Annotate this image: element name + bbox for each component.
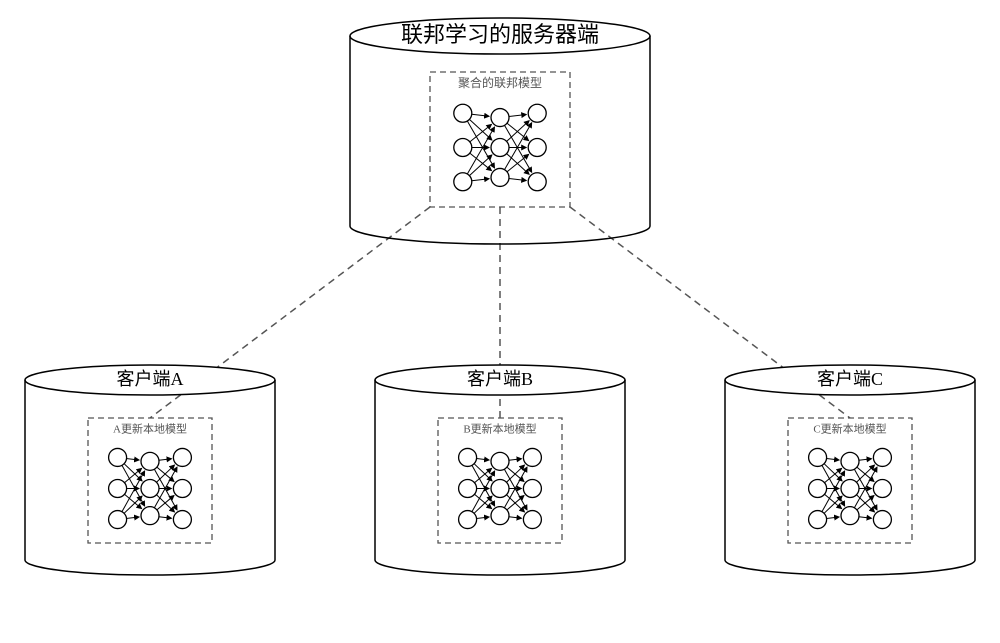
client-1-model-label: B更新本地模型 xyxy=(463,422,536,436)
client-0-model-label: A更新本地模型 xyxy=(113,422,187,436)
server-model-label: 聚合的联邦模型 xyxy=(458,75,542,90)
client-2-title: 客户端C xyxy=(817,369,883,389)
client-0-title: 客户端A xyxy=(117,369,184,389)
diagram-canvas: 联邦学习的服务器端聚合的联邦模型客户端A A更新本地模型 客户端B B更新本地模型 客户… xyxy=(0,0,1000,643)
server-title: 联邦学习的服务器端 xyxy=(401,22,599,47)
client-2-model-label: C更新本地模型 xyxy=(813,422,886,436)
client-1-title: 客户端B xyxy=(467,369,533,389)
